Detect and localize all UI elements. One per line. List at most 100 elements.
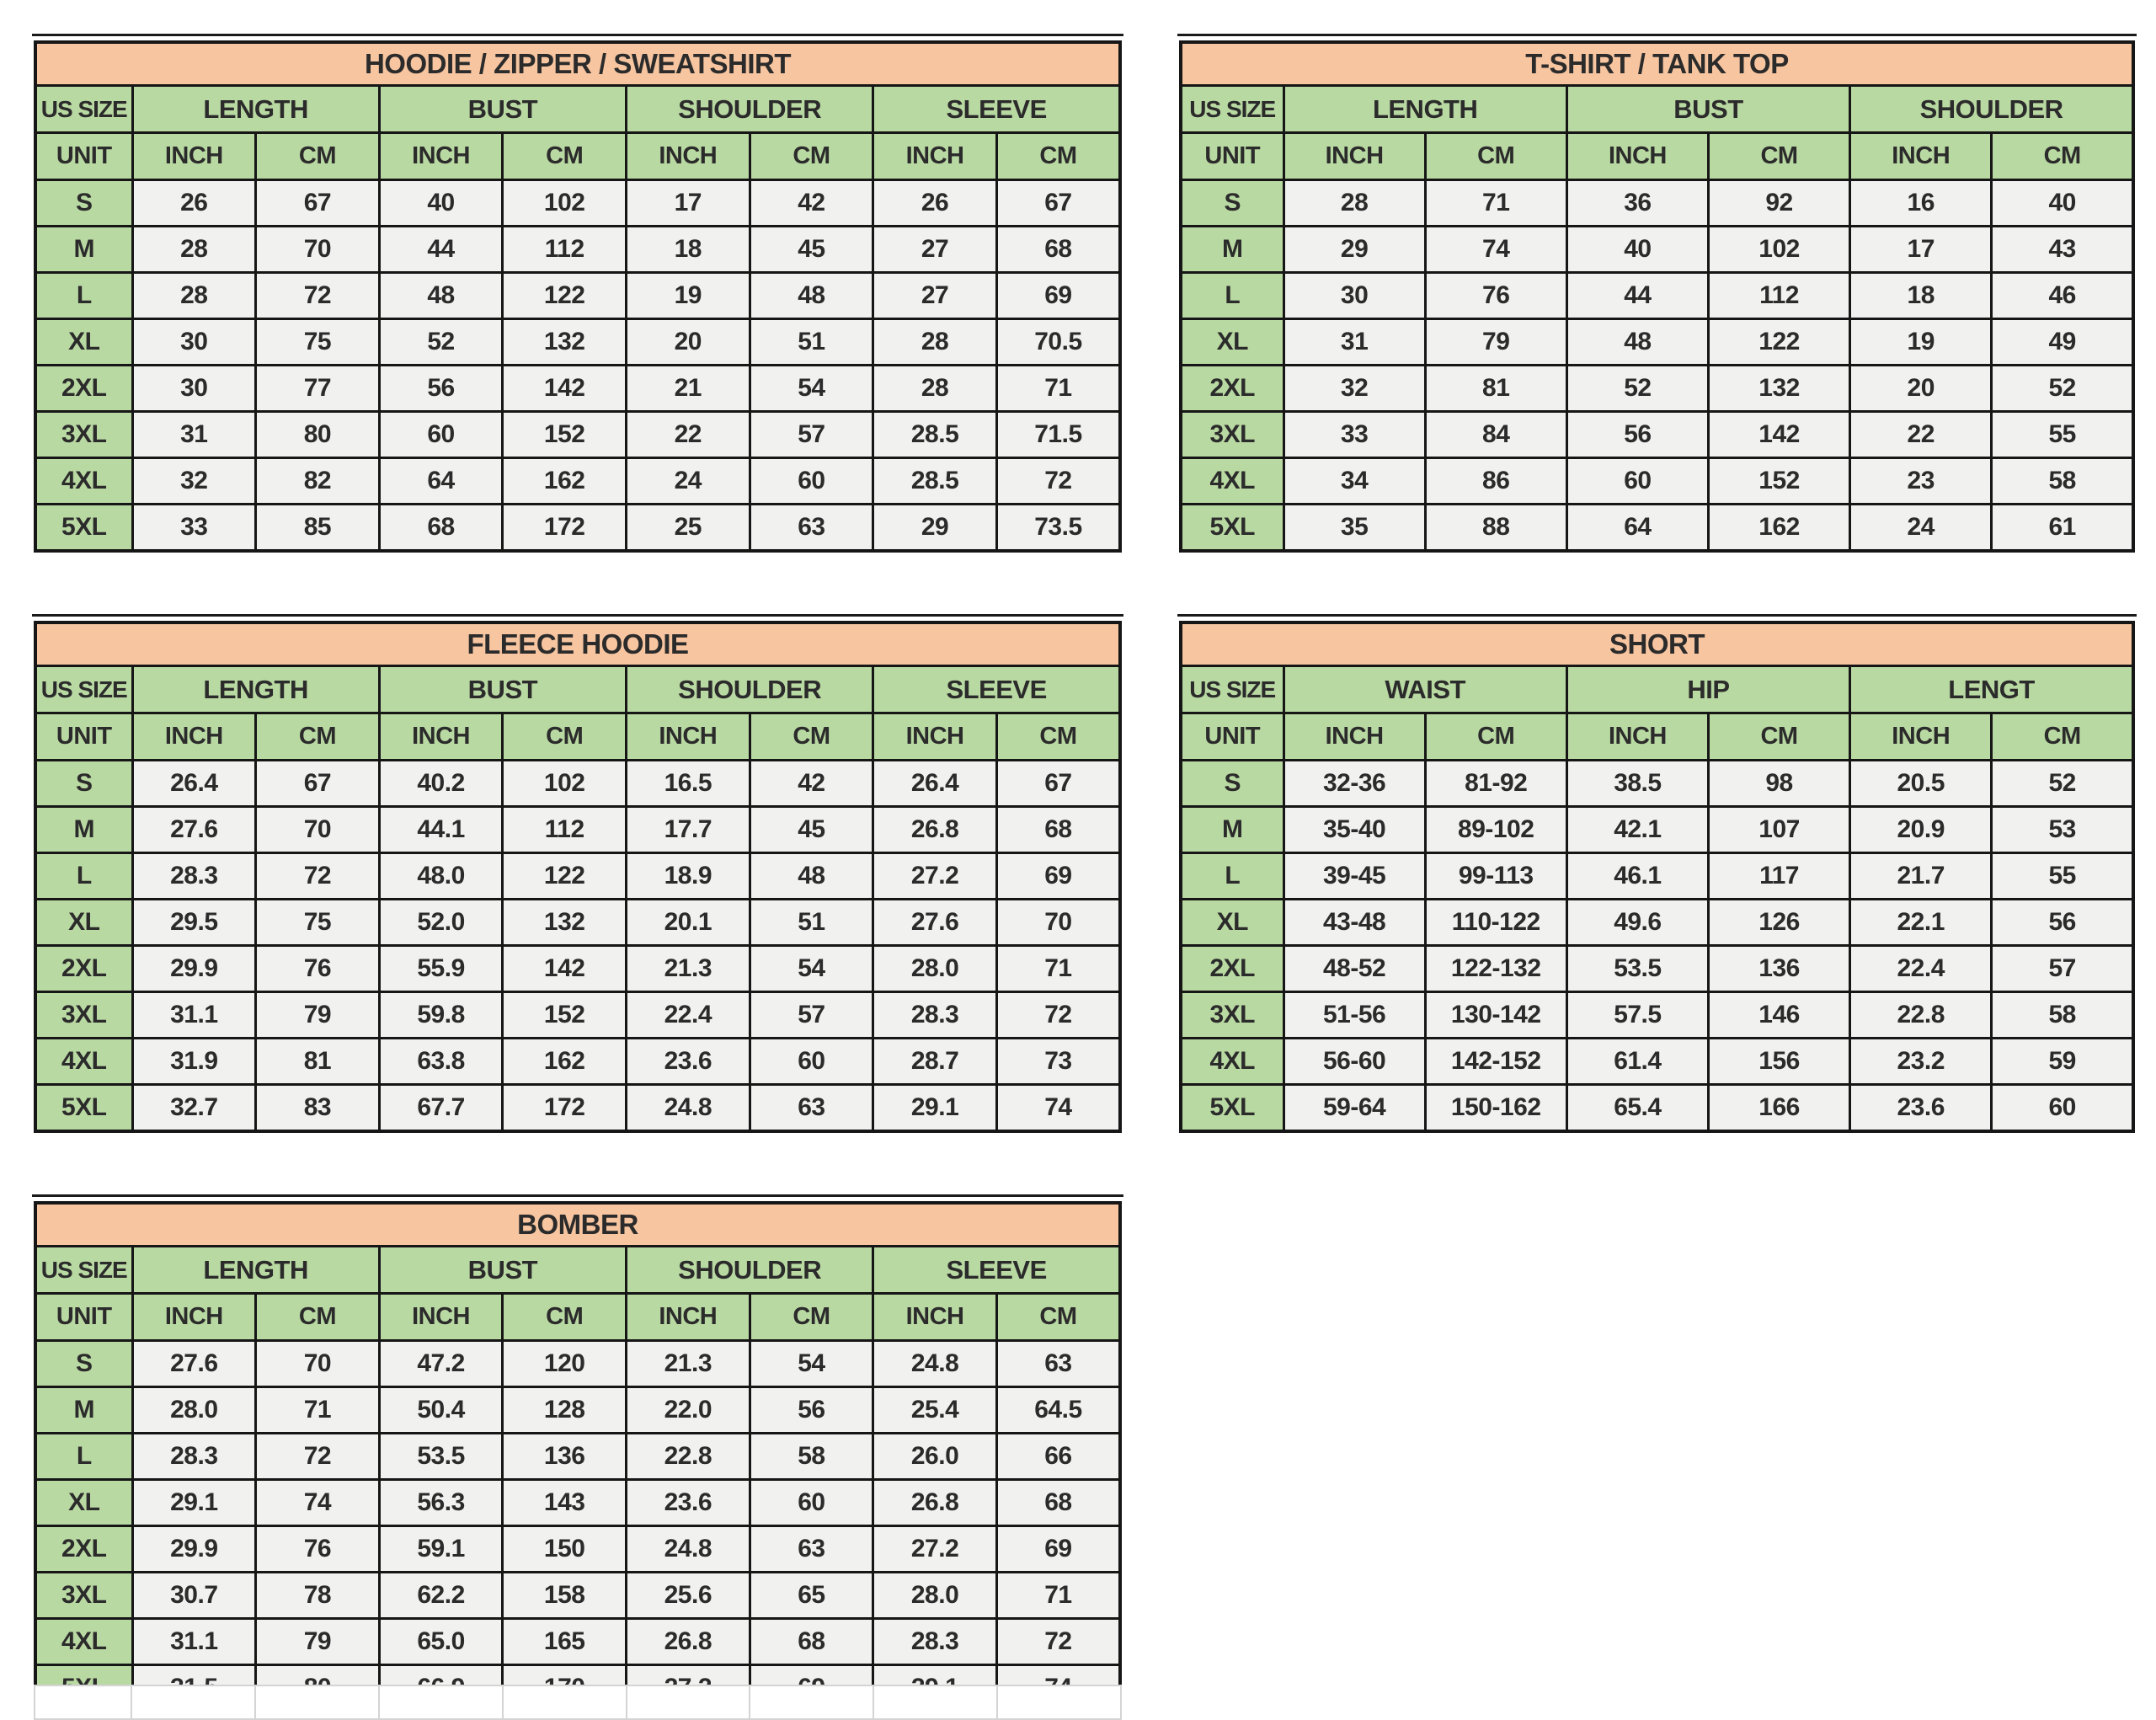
value-cell: 27.2 <box>872 1525 998 1573</box>
value-cell: 110-122 <box>1423 898 1568 947</box>
value-cell: 74 <box>995 1083 1122 1133</box>
size-label: 5XL <box>1179 503 1285 553</box>
value-cell: 18.9 <box>625 852 751 900</box>
value-cell: 54 <box>748 944 875 993</box>
size-row: 4XL 31.1 79 65.0 165 26.8 68 28.3 72 <box>34 1617 1122 1666</box>
value-cell: 54 <box>748 364 875 413</box>
value-cell: 68 <box>995 1478 1122 1527</box>
value-cell: 29.1 <box>872 1083 998 1133</box>
value-cell: 122-132 <box>1423 944 1568 993</box>
value-cell: 18 <box>1849 271 1993 320</box>
value-cell: 68 <box>995 225 1122 274</box>
size-row: 5XL 33 85 68 172 25 63 29 73.5 <box>34 503 1122 553</box>
size-chart-table: SHORT US SIZE WAIST HIP LENGT UNIT INCH CM INCH C… <box>1179 621 2135 1133</box>
value-cell: 61 <box>1990 503 2135 553</box>
value-cell: 67 <box>995 759 1122 808</box>
size-label: S <box>34 759 134 808</box>
value-cell: 49.6 <box>1565 898 1710 947</box>
unit-header: CM <box>501 131 627 181</box>
value-cell: 39-45 <box>1282 852 1427 900</box>
value-cell: 45 <box>748 225 875 274</box>
value-cell: 75 <box>254 318 381 366</box>
value-cell: 27.6 <box>131 805 258 854</box>
size-row: 5XL 35 88 64 162 24 61 <box>1179 503 2135 553</box>
value-cell: 29.5 <box>131 898 258 947</box>
value-cell: 35-40 <box>1282 805 1427 854</box>
value-cell: 23 <box>1849 457 1993 505</box>
value-cell: 22 <box>625 410 751 459</box>
ghost-cell <box>131 1685 256 1720</box>
size-label: 3XL <box>1179 410 1285 459</box>
value-cell: 152 <box>1706 457 1852 505</box>
value-cell: 20 <box>1849 364 1993 413</box>
measure-group-header: BUST <box>377 84 628 134</box>
value-cell: 58 <box>1990 991 2135 1039</box>
value-cell: 27.6 <box>872 898 998 947</box>
value-cell: 23.6 <box>1849 1083 1993 1133</box>
value-cell: 63 <box>748 503 875 553</box>
value-cell: 48 <box>748 852 875 900</box>
value-cell: 35 <box>1282 503 1427 553</box>
value-cell: 72 <box>254 1432 381 1481</box>
value-cell: 22.1 <box>1849 898 1993 947</box>
value-cell: 51 <box>748 318 875 366</box>
size-chart-table: FLEECE HOODIE US SIZE LENGTH BUST SHOULDER SL… <box>34 621 1122 1133</box>
value-cell: 120 <box>501 1339 627 1388</box>
value-cell: 76 <box>1423 271 1568 320</box>
value-cell: 29.1 <box>131 1478 258 1527</box>
size-row: 4XL 31.9 81 63.8 162 23.6 60 28.7 73 <box>34 1037 1122 1086</box>
value-cell: 55 <box>1990 852 2135 900</box>
value-cell: 30.7 <box>131 1571 258 1620</box>
value-cell: 42.1 <box>1565 805 1710 854</box>
size-label: 3XL <box>34 410 134 459</box>
value-cell: 63.8 <box>377 1037 504 1086</box>
value-cell: 30 <box>1282 271 1427 320</box>
size-label: 3XL <box>1179 991 1285 1039</box>
value-cell: 28.3 <box>872 991 998 1039</box>
size-row: M 28.0 71 50.4 128 22.0 56 25.4 64.5 <box>34 1386 1122 1434</box>
value-cell: 32-36 <box>1282 759 1427 808</box>
value-cell: 45 <box>748 805 875 854</box>
size-label: S <box>34 179 134 227</box>
value-cell: 40.2 <box>377 759 504 808</box>
measure-group-header: LENGTH <box>131 84 381 134</box>
value-cell: 26.4 <box>131 759 258 808</box>
value-cell: 152 <box>501 410 627 459</box>
value-cell: 70 <box>254 225 381 274</box>
value-cell: 56 <box>748 1386 875 1434</box>
value-cell: 22.8 <box>1849 991 1993 1039</box>
value-cell: 76 <box>254 1525 381 1573</box>
size-label: L <box>34 1432 134 1481</box>
value-cell: 77 <box>254 364 381 413</box>
value-cell: 44.1 <box>377 805 504 854</box>
value-cell: 102 <box>1706 225 1852 274</box>
value-cell: 20.1 <box>625 898 751 947</box>
value-cell: 136 <box>1706 944 1852 993</box>
value-cell: 25.6 <box>625 1571 751 1620</box>
value-cell: 42 <box>748 759 875 808</box>
value-cell: 27.2 <box>872 852 998 900</box>
size-label: 5XL <box>34 1083 134 1133</box>
size-column-header: US SIZE <box>34 84 134 134</box>
value-cell: 68 <box>377 503 504 553</box>
unit-header: CM <box>995 131 1122 181</box>
value-cell: 22.4 <box>625 991 751 1039</box>
value-cell: 50.4 <box>377 1386 504 1434</box>
value-cell: 40 <box>1990 179 2135 227</box>
size-label: XL <box>34 318 134 366</box>
value-cell: 31.1 <box>131 991 258 1039</box>
measure-group-header: SHOULDER <box>624 1245 875 1295</box>
value-cell: 59.1 <box>377 1525 504 1573</box>
value-cell: 28.0 <box>872 944 998 993</box>
size-label: 4XL <box>34 457 134 505</box>
value-cell: 22 <box>1849 410 1993 459</box>
value-cell: 81-92 <box>1423 759 1568 808</box>
value-cell: 24.8 <box>872 1339 998 1388</box>
value-cell: 79 <box>254 1617 381 1666</box>
value-cell: 31 <box>131 410 258 459</box>
value-cell: 72 <box>995 457 1122 505</box>
value-cell: 29 <box>872 503 998 553</box>
value-cell: 27 <box>872 271 998 320</box>
size-label: XL <box>34 1478 134 1527</box>
unit-header: INCH <box>1565 712 1710 761</box>
